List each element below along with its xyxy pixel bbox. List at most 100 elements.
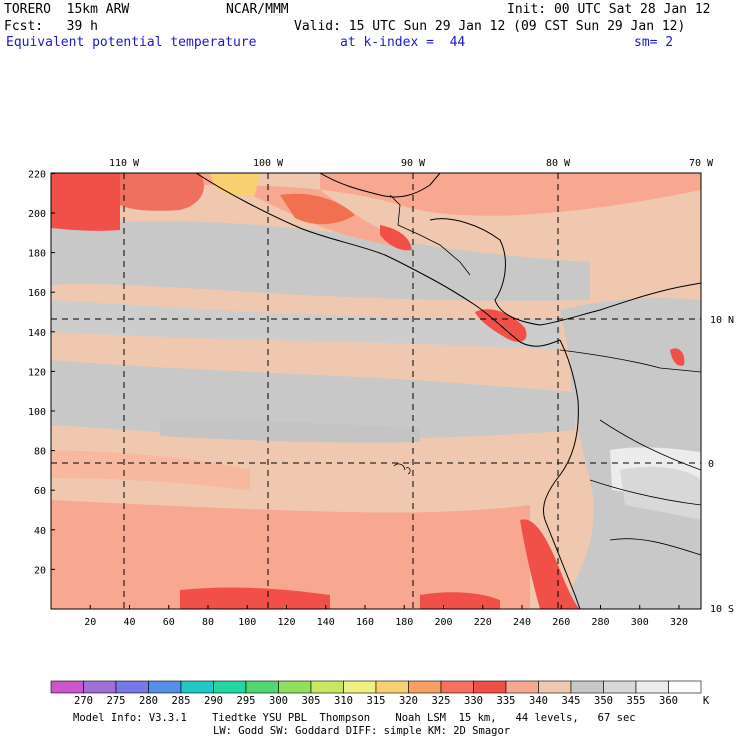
map-frame	[50, 172, 702, 610]
colorbar-label: 355	[626, 695, 646, 707]
colorbar-label: 290	[204, 695, 223, 707]
x-tick-label: 320	[670, 617, 688, 628]
colorbar-swatch	[538, 680, 572, 694]
yellow-peak	[210, 173, 260, 197]
colorbar-label: 330	[464, 695, 483, 707]
y-tick-label: 160	[28, 288, 46, 299]
x-tick-label: 40	[123, 617, 135, 628]
left-y-ticks: 20 40 60 80 100 120 140 160 180 200 220	[28, 169, 55, 576]
colorbar-swatch	[115, 680, 149, 694]
grey-band-south	[51, 360, 575, 439]
colorbar-swatch	[50, 680, 84, 694]
colorbar-label: 350	[594, 695, 613, 707]
salmon-north	[51, 173, 701, 250]
red-peru-coast	[520, 519, 580, 609]
caribbean-coastline	[429, 218, 701, 326]
x-tick-label: 60	[163, 617, 175, 628]
colorbar-label: 285	[171, 695, 191, 707]
gulf-coastline	[319, 173, 441, 198]
model-info-line1: Model Info: V3.3.1 Tiedtke YSU PBL Thomp…	[73, 712, 636, 724]
x-tick-label: 140	[317, 617, 335, 628]
colorbar-label: 360	[659, 695, 678, 707]
colorbar-swatch	[245, 680, 279, 694]
red-guatemala	[380, 225, 412, 251]
y-tick-label: 20	[34, 565, 46, 576]
colorbar-label: 315	[366, 695, 386, 707]
lat-label: 0	[708, 459, 714, 470]
colorbar-swatch	[148, 680, 182, 694]
colorbar-label: 305	[301, 695, 321, 707]
colorbar-swatch	[83, 680, 117, 694]
x-tick-label: 160	[356, 617, 374, 628]
pacific-coastline	[195, 173, 561, 347]
colorbar-swatch	[603, 680, 637, 694]
y-tick-label: 200	[28, 209, 46, 220]
colorbar-label: 340	[529, 695, 548, 707]
colorbar-label: 295	[236, 695, 256, 707]
right-lat-labels: 10 N 0 10 S	[708, 315, 734, 615]
colorbar-label: 280	[139, 695, 158, 707]
init-time: Init: 00 UTC Sat 28 Jan 12	[507, 2, 711, 17]
grey-band-north	[51, 221, 590, 301]
andes-light-grey	[620, 466, 701, 520]
orange-coast	[280, 193, 355, 225]
lat-label: 10 N	[710, 315, 734, 326]
y-tick-label: 80	[34, 447, 46, 458]
colorbar-swatch	[635, 680, 669, 694]
grey-band-mid	[51, 300, 560, 350]
x-tick-label: 240	[513, 617, 531, 628]
red-colombia	[670, 348, 685, 366]
lon-label: 110 W	[109, 158, 140, 169]
y-tick-label: 100	[28, 407, 46, 418]
x-tick-label: 300	[631, 617, 649, 628]
y-tick-label: 220	[28, 169, 46, 180]
x-tick-label: 200	[434, 617, 452, 628]
colorbar-unit: K	[702, 695, 710, 707]
y-tick-label: 60	[34, 486, 46, 497]
colorbar-swatch	[375, 680, 409, 694]
colorbar-label: 300	[269, 695, 288, 707]
salmon-band-south	[51, 500, 530, 609]
field-name: Equivalent potential temperature	[6, 35, 257, 50]
colorbar-label: 335	[496, 695, 516, 707]
colorbar-swatch	[278, 680, 312, 694]
model-info-line2: LW: Godd SW: Goddard DIFF: simple KM: 2D…	[213, 725, 511, 737]
colorbar-swatch	[213, 680, 247, 694]
x-tick-label: 100	[238, 617, 256, 628]
top-lon-labels: 110 W 100 W 90 W 80 W 70 W	[109, 158, 714, 169]
center-name: NCAR/MMM	[226, 2, 289, 17]
latlon-grid	[51, 173, 701, 609]
red-patch-south	[180, 587, 330, 609]
model-name: TORERO 15km ARW	[4, 2, 130, 17]
colorbar-label: 325	[431, 695, 451, 707]
x-tick-label: 80	[202, 617, 214, 628]
y-tick-label: 140	[28, 328, 46, 339]
colorbar-swatch	[473, 680, 507, 694]
x-tick-label: 120	[277, 617, 295, 628]
x-tick-label: 220	[474, 617, 492, 628]
colorbar-swatch	[570, 680, 604, 694]
colorbar-label: 270	[74, 695, 93, 707]
country-borders-south	[559, 349, 701, 556]
theta-e-field	[51, 173, 701, 609]
y-tick-label: 180	[28, 249, 46, 260]
level-info: at k-index = 44	[340, 35, 466, 50]
colorbar-swatch	[440, 680, 474, 694]
colorbar-label: 345	[561, 695, 581, 707]
colorbar-label: 275	[106, 695, 126, 707]
colorbar-swatch	[343, 680, 377, 694]
colorbar-swatch	[505, 680, 539, 694]
colorbar	[50, 680, 702, 694]
grey-streak	[160, 419, 420, 443]
salmon-streak	[51, 450, 250, 490]
x-tick-label: 180	[395, 617, 413, 628]
colorbar-label: 320	[399, 695, 418, 707]
smoothing-info: sm= 2	[634, 35, 674, 50]
colorbar-swatch	[180, 680, 214, 694]
lon-label: 70 W	[689, 158, 714, 169]
lon-label: 100 W	[253, 158, 284, 169]
country-borders-central	[389, 194, 471, 276]
y-tick-label: 40	[34, 526, 46, 537]
forecast-hour: Fcst: 39 h	[4, 19, 98, 34]
bottom-x-ticks: 20 40 60 80 100 120 140 160 180 200 220 240 260 280 30…	[84, 605, 688, 628]
